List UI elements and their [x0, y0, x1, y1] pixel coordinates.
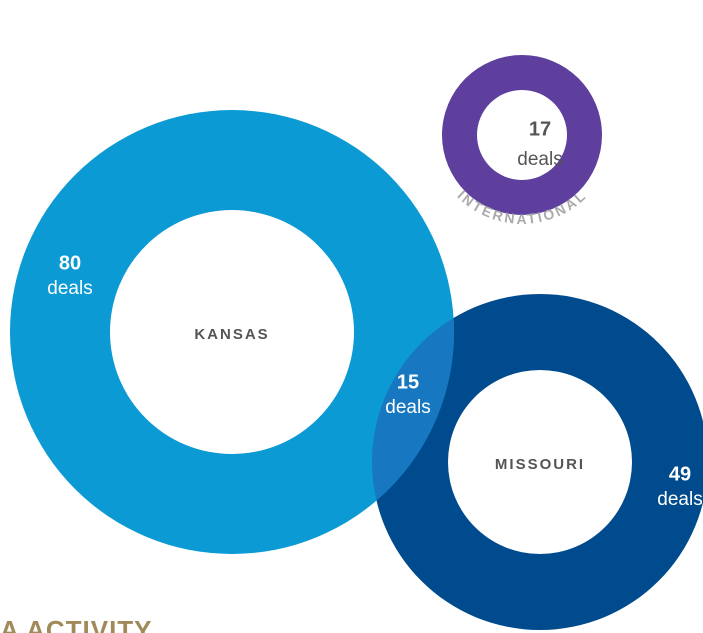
kansas-unit: deals	[47, 278, 92, 299]
overlap-count: 15	[397, 371, 419, 393]
overlap-unit: deals	[385, 397, 430, 418]
missouri-name: MISSOURI	[495, 456, 585, 473]
international-unit: deals	[517, 149, 562, 170]
missouri-unit: deals	[657, 489, 702, 510]
kansas-count: 80	[59, 252, 81, 274]
missouri-ring	[372, 294, 703, 630]
missouri-count: 49	[669, 463, 691, 485]
kansas-ring	[10, 110, 454, 554]
kansas-name: KANSAS	[194, 326, 269, 343]
international-count: 17	[529, 118, 551, 140]
heading: A ACTIVITY	[0, 615, 153, 633]
international-ring	[442, 55, 602, 215]
